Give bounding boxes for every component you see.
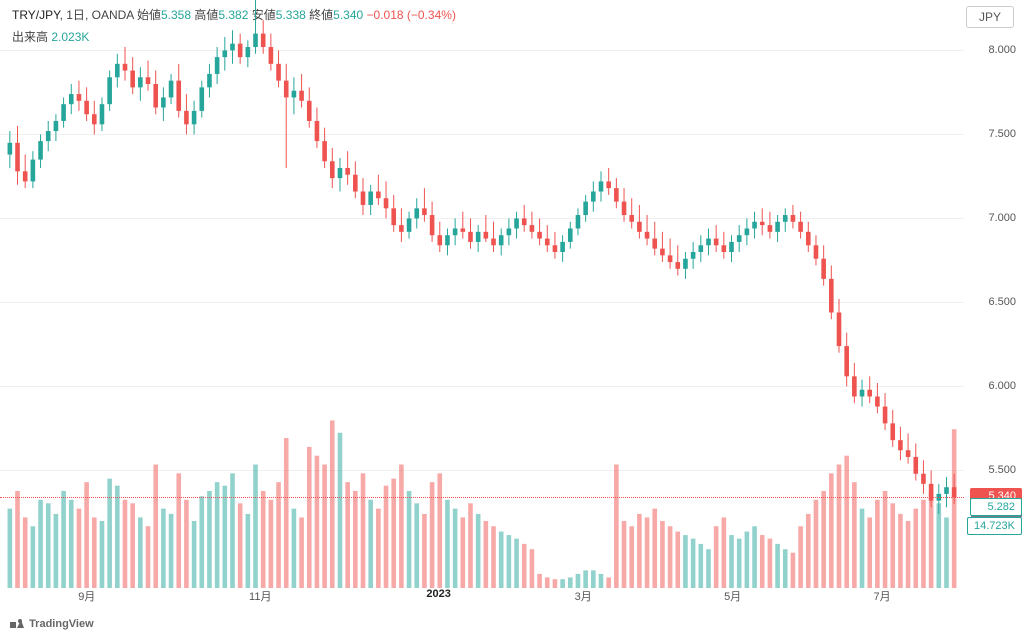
x-axis[interactable]: 9月 11月 2023 3月 5月 7月 — [0, 588, 964, 606]
candlestick-chart[interactable] — [0, 0, 964, 588]
x-tick-label: 7月 — [873, 588, 890, 604]
y-tick-label: 7.500 — [988, 128, 1016, 140]
x-tick-label: 5月 — [724, 588, 741, 604]
y-tick-label: 8.000 — [988, 44, 1016, 56]
current-price-line — [0, 497, 964, 498]
x-tick-label: 11月 — [249, 588, 271, 604]
x-tick-label: 3月 — [575, 588, 592, 604]
y-tick-label: 5.500 — [988, 464, 1016, 476]
y-tick-label: 7.000 — [988, 212, 1016, 224]
tradingview-logo[interactable]: TradingView — [10, 618, 94, 630]
y-tick-label: 6.500 — [988, 296, 1016, 308]
y-tick-label: 6.000 — [988, 380, 1016, 392]
last-low-tag: 5.282 — [970, 498, 1022, 516]
x-tick-label: 9月 — [78, 588, 95, 604]
x-tick-label: 2023 — [426, 588, 450, 600]
volume-tag: 14.723K — [967, 517, 1022, 535]
